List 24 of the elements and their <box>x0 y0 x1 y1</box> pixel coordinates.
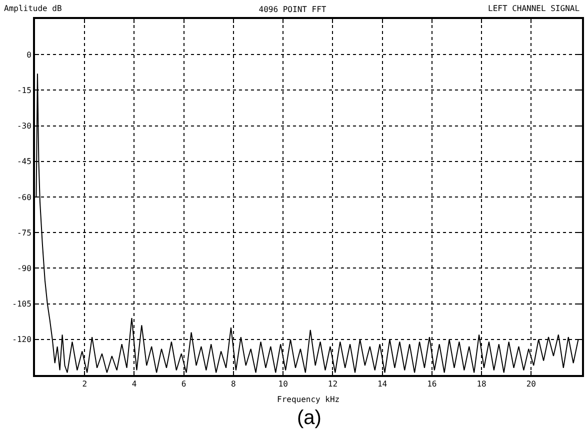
x-tick-label: 4 <box>132 380 137 389</box>
x-tick-label: 2 <box>82 380 88 389</box>
y-tick-label: -120 <box>12 335 32 344</box>
x-tick-label: 20 <box>526 380 536 389</box>
y-tick-label: -60 <box>16 192 32 202</box>
text: (a) <box>297 407 322 429</box>
x-axis-title: Frequency kHz <box>277 395 340 404</box>
x-tick-label: 18 <box>476 380 487 389</box>
y-axis-title: Amplitude dB <box>4 4 62 13</box>
y-tick-label: -30 <box>16 122 32 131</box>
chart-title: 4096 POINT FFT <box>258 5 326 14</box>
y-tick-label: -15 <box>16 86 32 95</box>
x-tick-label: 6 <box>181 380 186 389</box>
x-tick-label: 8 <box>231 380 236 389</box>
x-tick-label: 16 <box>427 380 437 389</box>
x-tick-label: 10 <box>278 380 288 389</box>
y-tick-label: 0 <box>26 50 32 60</box>
y-tick-label: -105 <box>12 300 32 309</box>
y-tick-label: -75 <box>16 228 32 238</box>
y-tick-label: -45 <box>16 157 32 166</box>
x-tick-label: 12 <box>328 380 338 389</box>
chart-subtitle: LEFT CHANNEL SIGNAL <box>488 4 580 13</box>
x-tick-label: 14 <box>377 380 388 389</box>
y-tick-label: -90 <box>16 264 32 273</box>
